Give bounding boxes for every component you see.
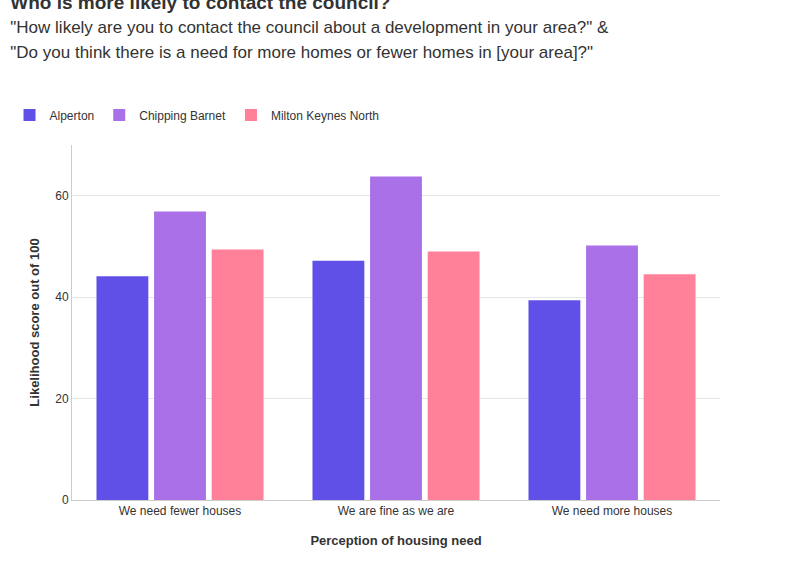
svg-text:60: 60 xyxy=(55,189,69,203)
svg-text:20: 20 xyxy=(55,392,69,406)
svg-text:40: 40 xyxy=(55,290,69,304)
svg-text:Likelihood score out of 100: Likelihood score out of 100 xyxy=(27,238,42,406)
svg-text:Alperton: Alperton xyxy=(50,109,95,123)
svg-text:We need fewer houses: We need fewer houses xyxy=(119,504,242,518)
svg-text:Perception of housing need: Perception of housing need xyxy=(310,533,481,548)
svg-text:Who is more likely to contact: Who is more likely to contact the counci… xyxy=(10,0,609,62)
svg-text:0: 0 xyxy=(62,493,69,507)
svg-text:We need more houses: We need more houses xyxy=(552,504,673,518)
svg-text:Chipping Barnet: Chipping Barnet xyxy=(139,109,226,123)
svg-text:We are fine as we are: We are fine as we are xyxy=(338,504,455,518)
svg-text:Milton Keynes North: Milton Keynes North xyxy=(271,109,379,123)
